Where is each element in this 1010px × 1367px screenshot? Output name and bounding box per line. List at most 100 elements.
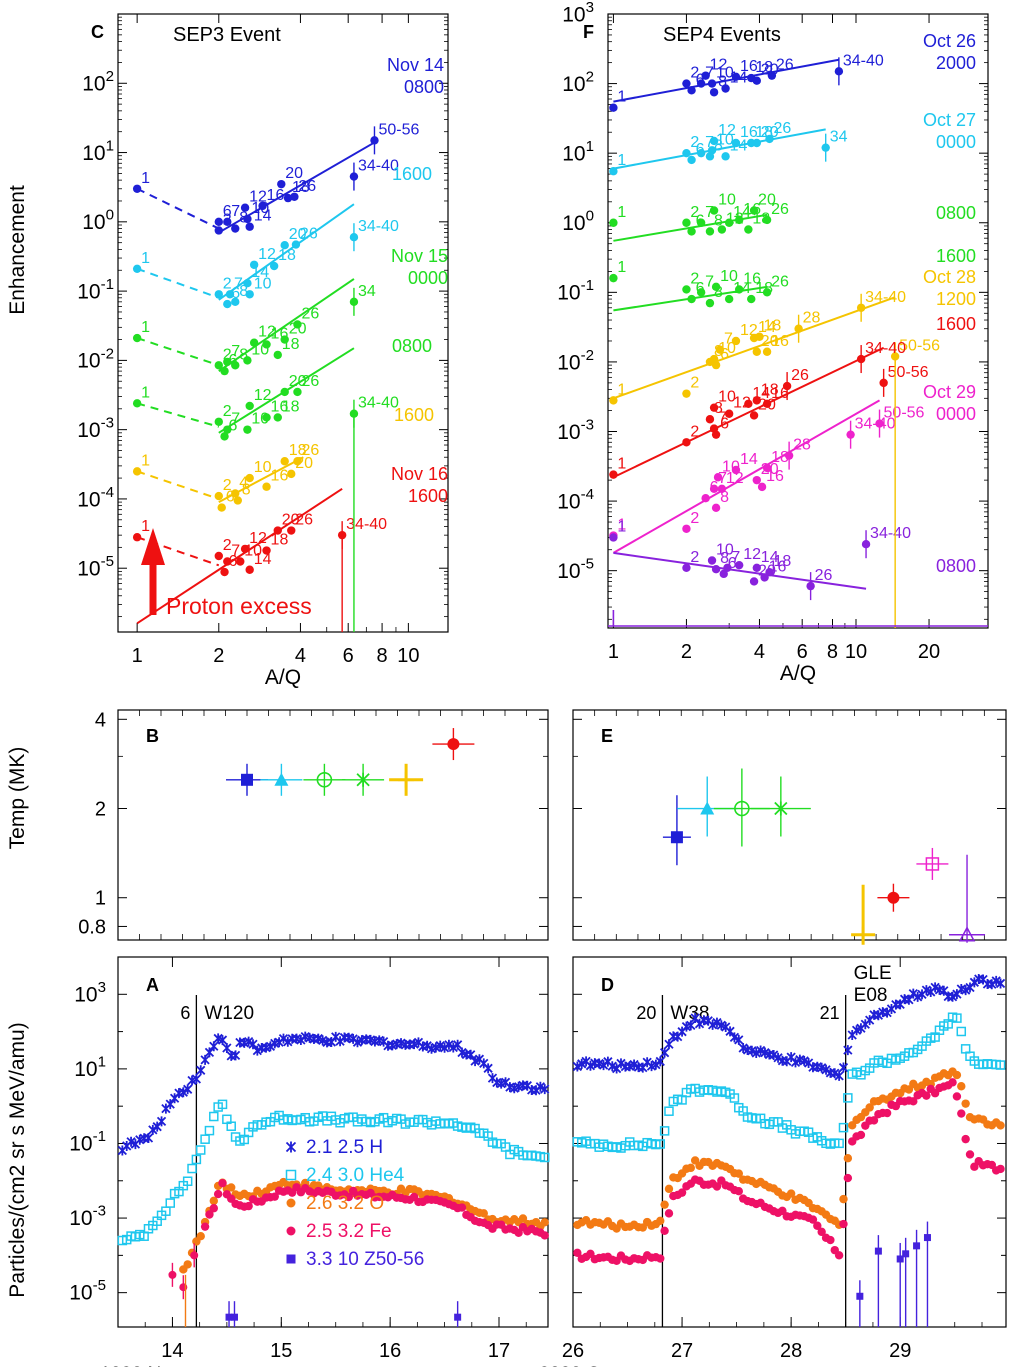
series-label: 1600 — [936, 246, 976, 266]
data-point — [659, 1126, 670, 1136]
data-point — [236, 557, 245, 566]
data-point — [200, 1222, 210, 1231]
series-label: Oct 27 — [923, 110, 976, 130]
point-label: 26 — [771, 201, 789, 218]
point-label: 2 — [223, 477, 232, 494]
x-tick-label: 2 — [213, 645, 224, 667]
event-label: GLE — [854, 963, 892, 984]
data-point — [856, 1130, 866, 1140]
data-point — [204, 1047, 215, 1058]
y-tick-label: 10-1 — [77, 276, 114, 303]
data-point — [682, 79, 691, 88]
point-label: 34-40 — [865, 340, 906, 357]
data-point — [826, 1235, 835, 1245]
point-label: 12 — [718, 122, 736, 139]
point-label: 16 — [740, 58, 758, 75]
data-point — [262, 546, 271, 555]
data-point — [705, 227, 715, 236]
data-point — [712, 1182, 722, 1191]
point-label: 8 — [242, 481, 251, 498]
data-point — [132, 467, 142, 476]
y-tick-label: 10-5 — [69, 1277, 106, 1304]
y-tick-label: 10-5 — [557, 556, 594, 583]
panel-title: SEP3 Event — [173, 24, 281, 46]
point-label: 8 — [239, 283, 248, 300]
series-label: 1600 — [394, 405, 434, 425]
panel-title: SEP4 Events — [663, 24, 781, 46]
point-label: 7 — [705, 273, 714, 290]
data-point — [225, 1313, 233, 1321]
y-tick-label: 101 — [74, 1053, 106, 1080]
data-point — [724, 409, 734, 418]
data-point — [607, 1061, 617, 1072]
series-label: 2000 — [936, 53, 976, 73]
data-point — [287, 526, 296, 535]
data-point — [262, 482, 271, 491]
data-point — [707, 556, 717, 565]
data-point — [682, 389, 691, 398]
y-tick-label: 0.8 — [78, 916, 106, 938]
data-point — [191, 1074, 202, 1085]
data-point — [453, 1039, 463, 1050]
legend: 2.1 2.5 H 2.4 3.0 He4 2.6 3.2 O 2.5 3.2 Fe 3… — [285, 1137, 424, 1270]
data-point — [572, 1061, 582, 1072]
series-fe — [200, 1178, 549, 1240]
data-point — [248, 1039, 258, 1050]
data-point — [958, 926, 976, 942]
data-point — [664, 1039, 674, 1050]
point-label: 18 — [761, 381, 779, 398]
data-point — [794, 324, 803, 333]
point-label: 8 — [718, 73, 727, 90]
data-point — [183, 1260, 192, 1269]
data-point — [834, 1251, 844, 1260]
data-point — [830, 1068, 840, 1079]
data-point — [861, 540, 871, 549]
data-point — [220, 432, 229, 441]
point-label: 8 — [720, 489, 729, 506]
series-label: 0800 — [404, 77, 444, 97]
data-point — [952, 1092, 962, 1101]
data-point — [834, 67, 844, 76]
panel-a: 10-5 10-3 10-1 101 103 14 15 16 17 A 6 W120 1998 Nov… — [69, 956, 550, 1367]
data-point — [724, 218, 734, 227]
point-label: 18 — [292, 179, 310, 196]
data-point — [226, 1121, 236, 1131]
data-point — [280, 387, 289, 397]
series-label: Nov 15 — [391, 246, 448, 266]
data-point — [731, 336, 741, 346]
data-point — [262, 413, 271, 422]
data-point — [132, 184, 142, 193]
point-label: 26 — [774, 120, 792, 137]
panel-b: 0.8 1 2 4 B — [78, 709, 549, 941]
data-point — [721, 84, 730, 93]
data-point — [686, 1020, 696, 1031]
point-label: 1 — [617, 89, 626, 106]
data-point — [273, 526, 282, 535]
point-label: 20 — [285, 165, 303, 182]
data-point — [696, 79, 706, 88]
point-label: 34-40 — [358, 395, 399, 412]
data-point — [223, 557, 232, 566]
point-label: 12 — [249, 530, 267, 547]
data-point — [930, 982, 940, 993]
data-point — [609, 533, 618, 542]
data-point — [293, 387, 302, 397]
dashed-connector — [136, 402, 220, 428]
event-label: E08 — [854, 985, 888, 1006]
data-point — [165, 1099, 175, 1110]
point-label: 18 — [763, 318, 781, 335]
data-point — [205, 1210, 214, 1219]
data-point — [444, 1039, 454, 1050]
data-point — [869, 1116, 879, 1125]
data-point — [925, 857, 940, 871]
x-tick-label: 2 — [681, 641, 692, 663]
point-label: 16 — [271, 398, 289, 415]
point-label: 14 — [740, 451, 758, 468]
x-tick-label: 20 — [918, 641, 940, 663]
point-label: 1 — [617, 204, 626, 221]
data-point — [540, 1084, 550, 1095]
